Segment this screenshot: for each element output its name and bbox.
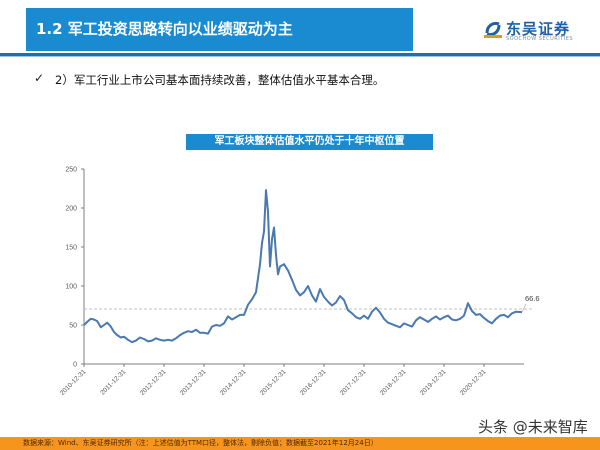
x-tick-label: 2016-12-31: [299, 368, 328, 397]
watermark: 头条 @未来智库: [478, 418, 588, 436]
y-tick-label: 50: [69, 323, 77, 330]
header-divider-light: [0, 56, 600, 57]
pe-series-line: [83, 189, 523, 344]
x-tick-label: 2011-12-31: [99, 368, 127, 396]
y-tick-label: 200: [65, 206, 77, 213]
header-banner: [26, 8, 413, 51]
x-tick-label: 2012-12-31: [139, 368, 168, 397]
source-note: 数据来源：Wind、东吴证券研究所（注：上述估值为TTM口径，整体法，剔除负值；…: [23, 439, 378, 447]
bullet-text: 2）军工行业上市公司基本面持续改善，整体估值水平基本合理。: [55, 73, 385, 87]
header-divider: [0, 53, 600, 56]
pe-line-chart: 0 50 100 150 200 250 2010-12-31 2011-12-31 2012-…: [59, 167, 540, 397]
x-tick-label: 2018-12-31: [379, 368, 408, 397]
y-tick-label: 250: [65, 167, 77, 174]
end-value-label: 66.6: [525, 294, 540, 303]
x-tick-label: 2017-12-31: [339, 368, 368, 397]
logo-mark-icon: [484, 21, 502, 38]
y-tick-label: 150: [65, 245, 77, 252]
x-tick-label: 2013-12-31: [179, 368, 208, 397]
footer-bar: 数据来源：Wind、东吴证券研究所（注：上述估值为TTM口径，整体法，剔除负值；…: [0, 437, 600, 450]
x-tick-label: 2019-12-31: [419, 368, 448, 397]
x-tick-label: 2015-12-31: [259, 368, 288, 397]
brand-logo: 东吴证券 SOOCHOW SECURITIES: [484, 18, 584, 44]
y-tick-label: 100: [65, 284, 77, 291]
x-tick-label: 2020-12-31: [459, 368, 488, 397]
logo-name-cn: 东吴证券: [506, 20, 571, 38]
logo-name-en: SOOCHOW SECURITIES: [506, 36, 574, 42]
chart-title: 军工板块整体估值水平仍处于十年中枢位置: [186, 134, 433, 150]
x-tick-label: 2014-12-31: [219, 368, 248, 397]
y-tick-label: 0: [73, 362, 77, 369]
x-tick-label: 2010-12-31: [59, 368, 88, 397]
page-title: 1.2 军工投资思路转向以业绩驱动为主: [36, 20, 293, 38]
checkmark-icon: ✓: [34, 71, 45, 85]
